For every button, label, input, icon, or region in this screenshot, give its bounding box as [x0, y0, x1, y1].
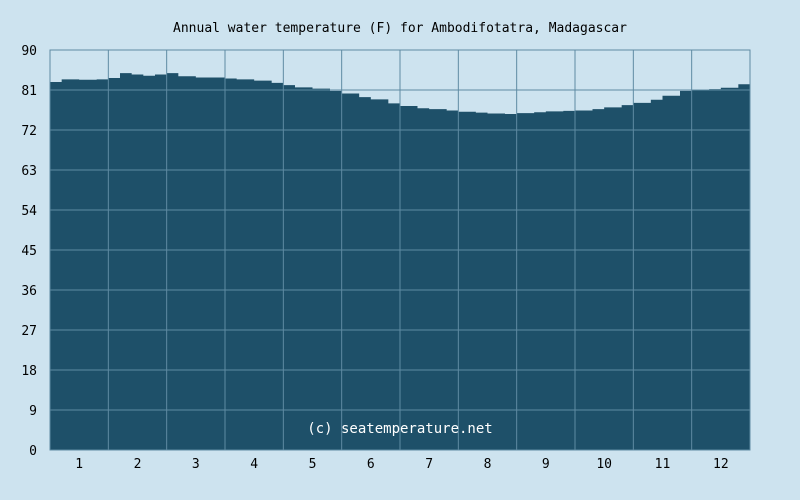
y-tick-label: 18 [21, 364, 37, 379]
y-tick-label: 36 [21, 284, 37, 299]
y-tick-label: 27 [21, 324, 37, 339]
x-tick-label: 12 [713, 457, 729, 472]
x-axis: 1 2 3 4 5 6 7 8 9 10 11 12 [75, 457, 728, 472]
x-tick-label: 8 [484, 457, 492, 472]
y-tick-label: 45 [21, 244, 37, 259]
x-tick-label: 5 [309, 457, 317, 472]
y-tick-label: 54 [21, 204, 37, 219]
chart-title: Annual water temperature (F) for Ambodif… [173, 21, 627, 36]
plot-border [49, 49, 751, 451]
y-tick-label: 63 [21, 164, 37, 179]
x-tick-label: 7 [425, 457, 433, 472]
y-tick-label: 0 [29, 444, 37, 459]
x-tick-label: 2 [134, 457, 142, 472]
x-tick-label: 10 [596, 457, 612, 472]
y-tick-label: 90 [21, 44, 37, 59]
x-tick-label: 4 [250, 457, 258, 472]
x-tick-label: 6 [367, 457, 375, 472]
grid-layer [49, 49, 751, 451]
x-tick-label: 3 [192, 457, 200, 472]
x-tick-label: 1 [75, 457, 83, 472]
y-tick-label: 72 [21, 124, 37, 139]
y-axis: 0 9 18 27 36 45 54 63 72 81 90 [21, 44, 37, 459]
x-tick-label: 9 [542, 457, 550, 472]
credit-annotation: (c) seatemperature.net [307, 421, 492, 437]
y-tick-label: 9 [29, 404, 37, 419]
y-tick-label: 81 [21, 84, 37, 99]
x-tick-label: 11 [655, 457, 671, 472]
